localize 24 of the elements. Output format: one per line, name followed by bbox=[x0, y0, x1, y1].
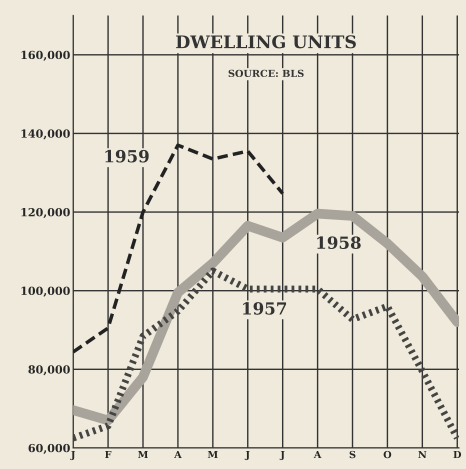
y-tick-label: 160,000 bbox=[21, 50, 70, 61]
x-tick-label: A bbox=[174, 450, 182, 458]
x-tick-label: J bbox=[70, 450, 76, 460]
y-tick-label: 60,000 bbox=[28, 444, 70, 454]
line-series bbox=[73, 143, 284, 354]
y-tick-label: 80,000 bbox=[28, 365, 70, 376]
x-tick-label: M bbox=[208, 450, 218, 458]
x-tick-label: D bbox=[454, 450, 462, 458]
x-tick-label: S bbox=[350, 450, 356, 458]
x-tick-label: J bbox=[280, 450, 285, 460]
x-tick-label: N bbox=[418, 450, 426, 458]
x-tick-label: J bbox=[244, 450, 250, 460]
x-tick-label: A bbox=[314, 450, 322, 458]
text: SOURCE: BLS bbox=[228, 70, 304, 78]
y-tick-label: 120,000 bbox=[21, 208, 70, 218]
x-tick-label: F bbox=[105, 450, 112, 458]
text: DWELLING UNITS bbox=[176, 35, 356, 48]
x-tick-label: O bbox=[384, 450, 392, 458]
series-label: 1959 bbox=[105, 150, 149, 163]
series-label: 1958 bbox=[317, 236, 361, 249]
series-label: 1957 bbox=[243, 302, 286, 315]
y-tick-label: 100,000 bbox=[21, 286, 70, 297]
y-tick-label: 140,000 bbox=[21, 129, 70, 140]
x-tick-label: M bbox=[138, 450, 148, 458]
